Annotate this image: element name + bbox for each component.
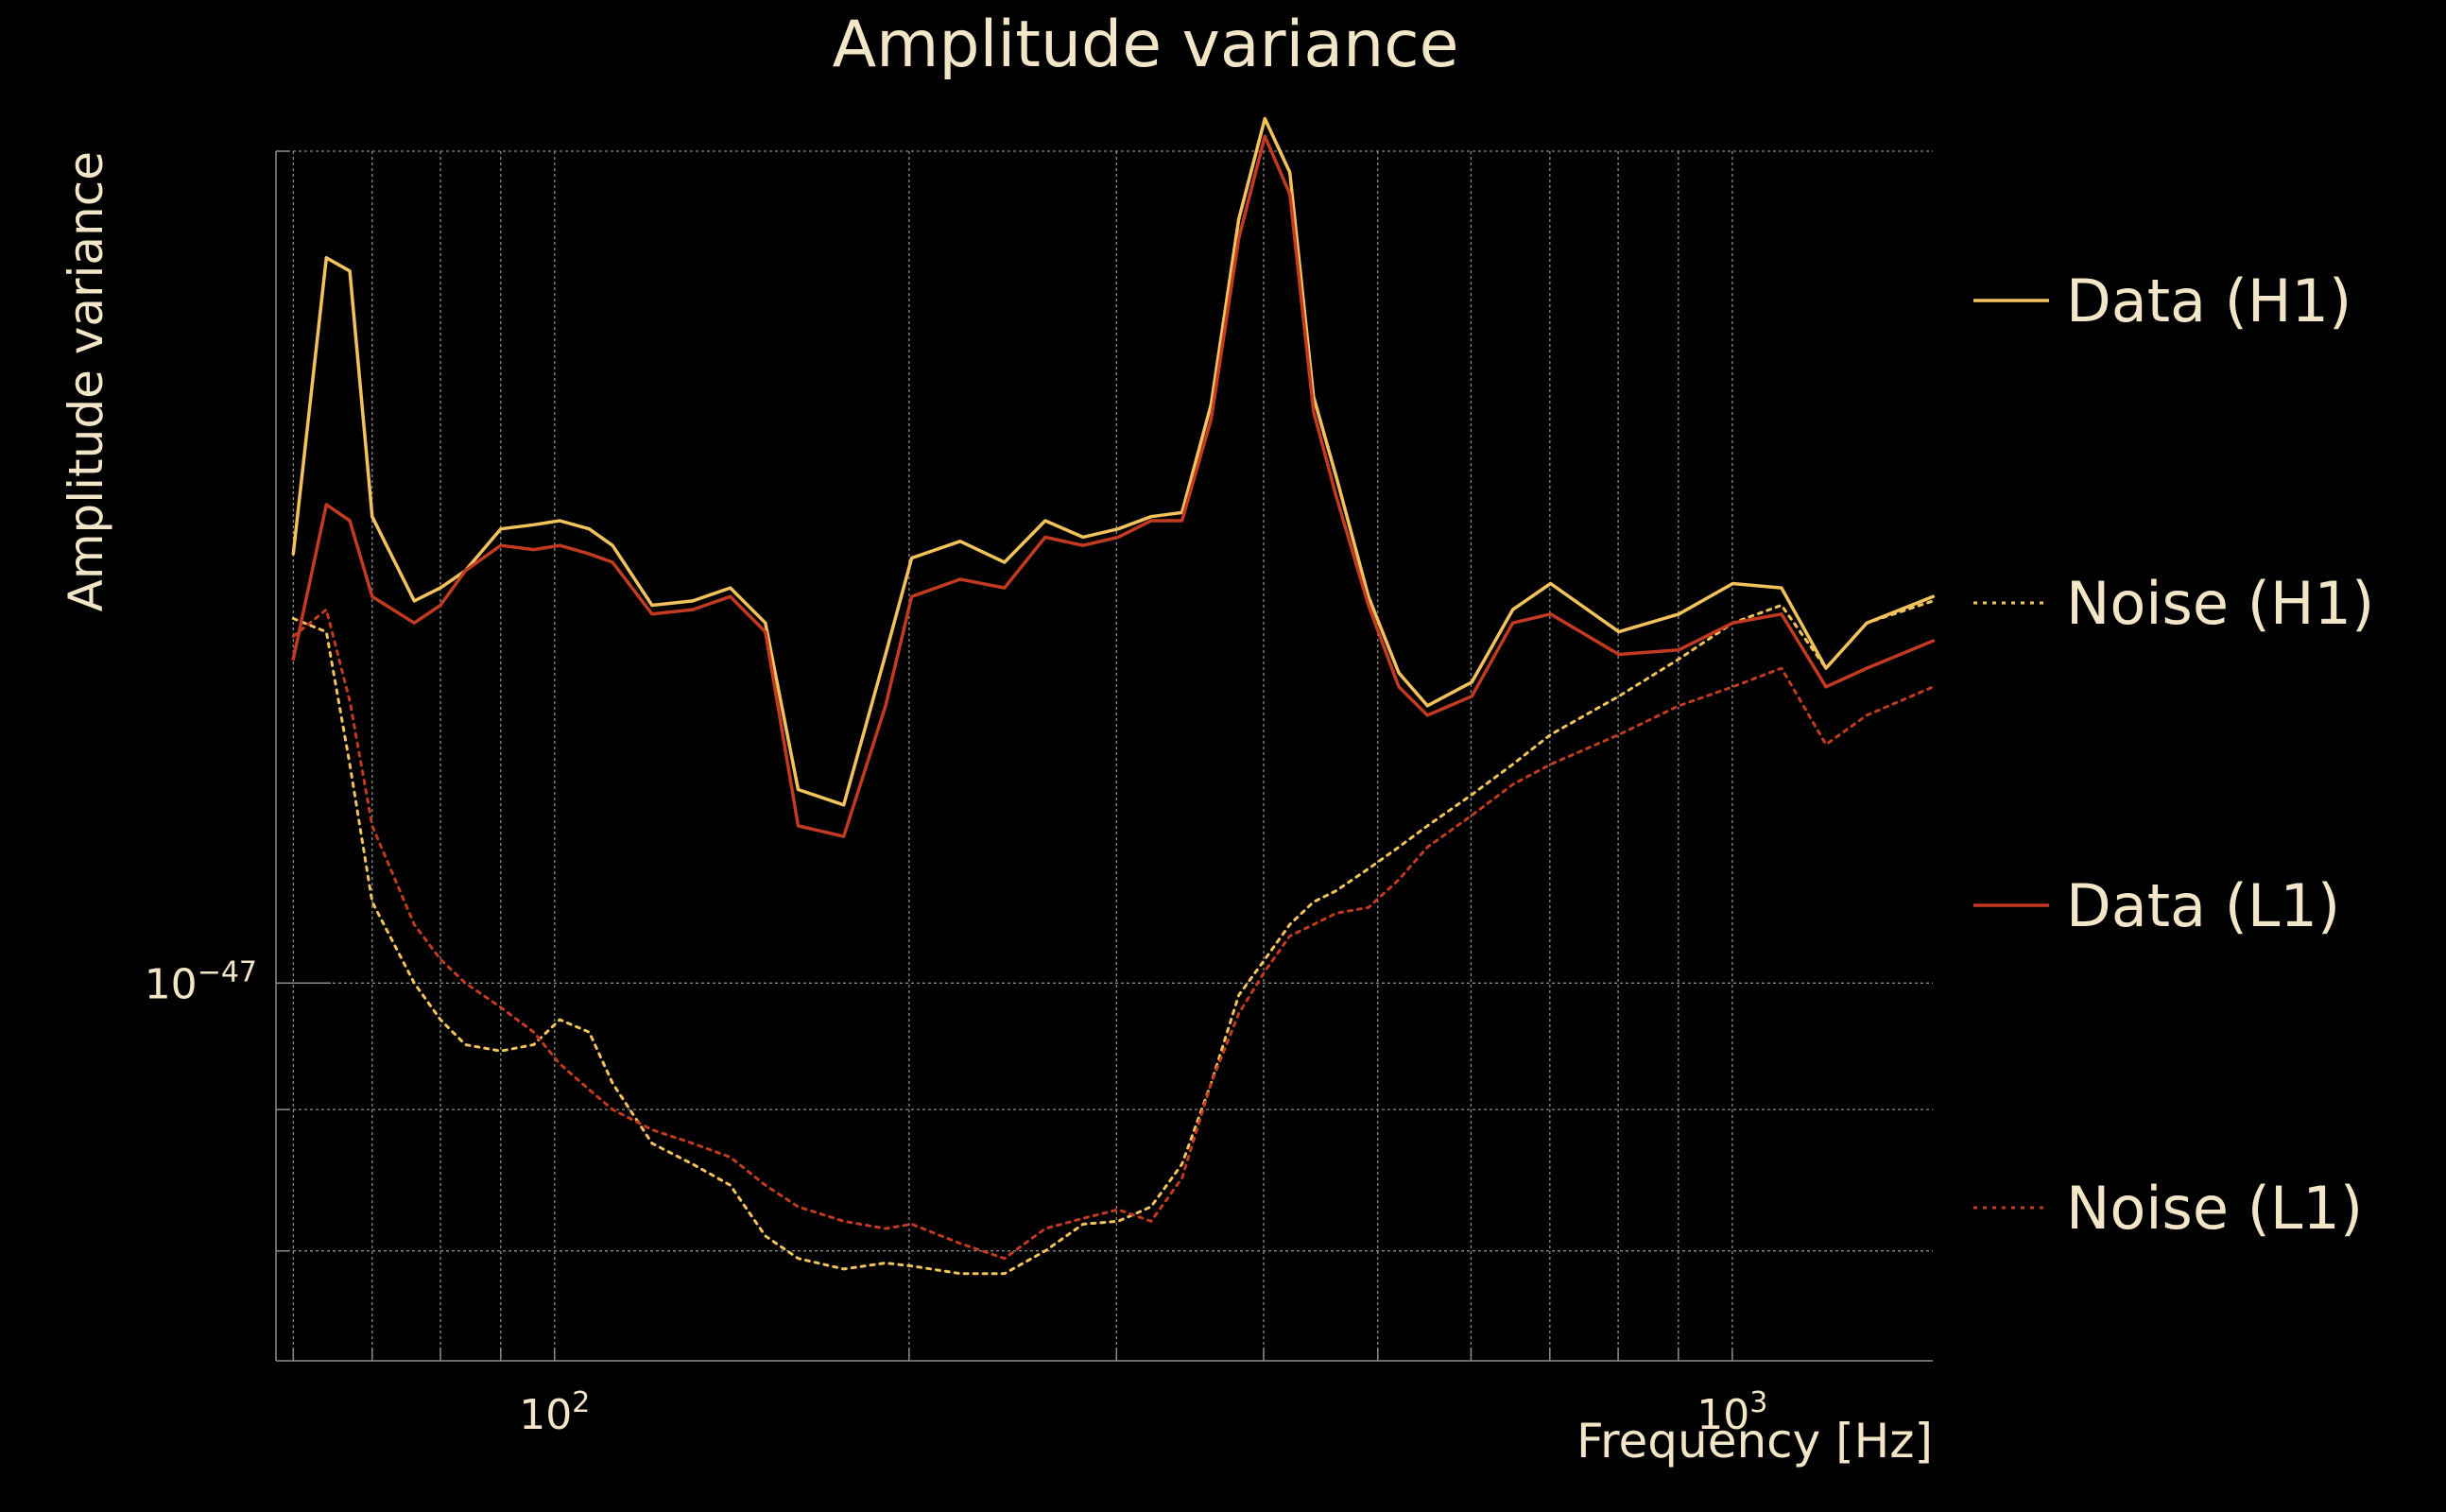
series-line-noise-l1 (291, 608, 1935, 1261)
legend-label: Data (H1) (2066, 266, 2351, 335)
series-line-noise-h1 (291, 599, 1935, 1276)
series-line-data-h1 (291, 116, 1936, 807)
x-tick-label: 103 (1697, 1386, 1767, 1439)
y-axis-label: Amplitude variance (59, 151, 113, 611)
series-lines (291, 116, 1936, 1276)
x-axis-label: Frequency [Hz] (1576, 1414, 1933, 1469)
y-tick-label: 10−47 (145, 955, 257, 1008)
x-tick-label: 102 (519, 1386, 590, 1439)
series-line-data-l1 (291, 134, 1936, 838)
legend-label: Noise (L1) (2066, 1174, 2363, 1243)
chart-title: Amplitude variance (833, 8, 1459, 82)
legend-label: Noise (H1) (2066, 569, 2374, 638)
grid (276, 150, 1933, 1361)
legend-label: Data (L1) (2066, 871, 2340, 940)
legend: Data (H1) Noise (H1) Data (L1) Noise (L1) (1973, 266, 2374, 1243)
tick-labels: 102 103 10−47 (145, 955, 1768, 1439)
